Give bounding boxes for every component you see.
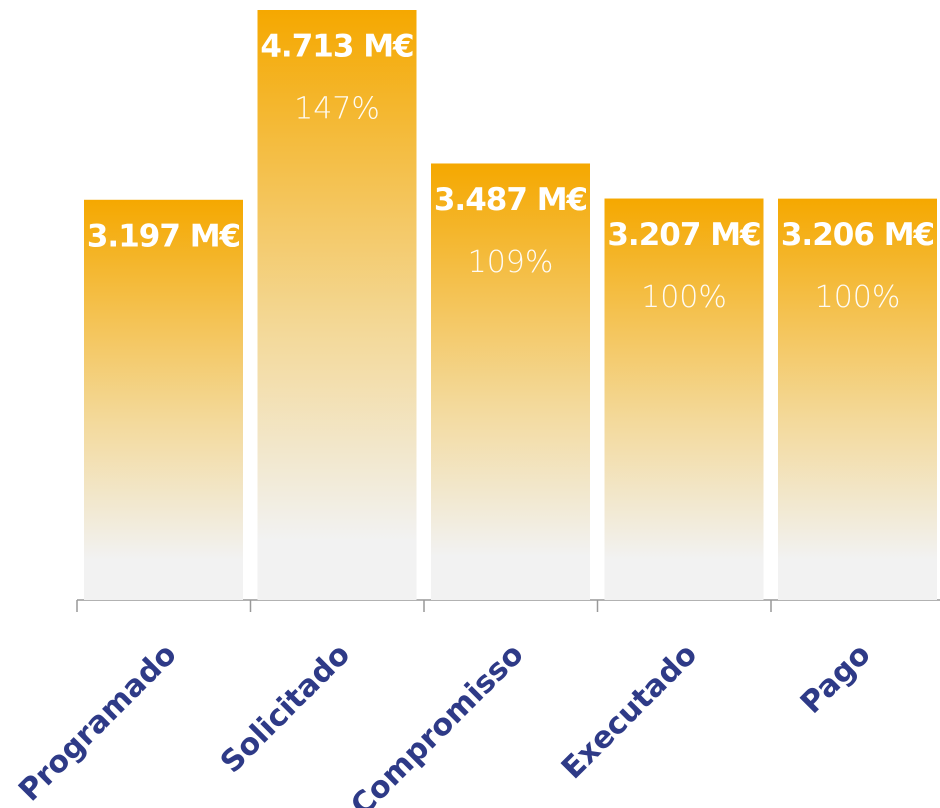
share-label: 100% bbox=[815, 280, 901, 315]
value-label: 3.197 M€ bbox=[87, 218, 240, 254]
bar bbox=[431, 163, 590, 601]
bar bbox=[778, 198, 937, 600]
bar bbox=[84, 199, 243, 601]
x-tick-label: Executado bbox=[555, 637, 704, 786]
x-tick-label: Pago bbox=[794, 637, 878, 721]
x-tick-label: Compromisso bbox=[344, 637, 530, 808]
share-label: 100% bbox=[641, 280, 727, 315]
x-tick-label: Solicitado bbox=[214, 637, 357, 780]
share-label: 147% bbox=[294, 92, 380, 127]
bar bbox=[257, 10, 417, 600]
value-label: 3.206 M€ bbox=[781, 217, 934, 253]
value-label: 3.487 M€ bbox=[434, 182, 587, 218]
x-tick-label: Programado bbox=[12, 637, 183, 808]
share-label: 109% bbox=[468, 245, 554, 280]
value-label: 4.713 M€ bbox=[260, 29, 413, 65]
value-label: 3.207 M€ bbox=[607, 217, 760, 253]
bar bbox=[604, 198, 764, 600]
